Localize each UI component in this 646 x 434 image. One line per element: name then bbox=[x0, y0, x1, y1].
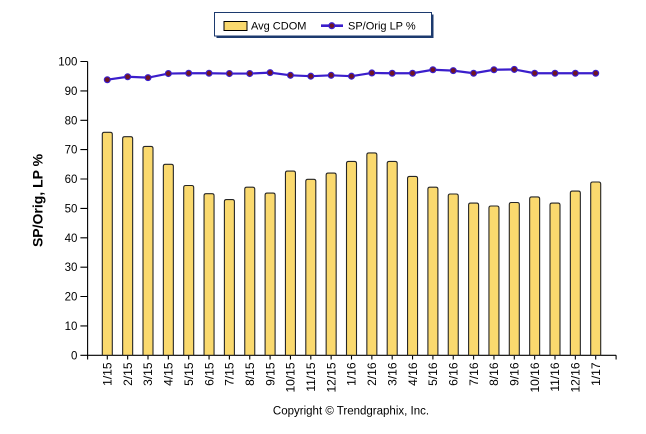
svg-text:12/15: 12/15 bbox=[324, 362, 338, 392]
svg-text:11/16: 11/16 bbox=[548, 362, 562, 391]
svg-text:10/15: 10/15 bbox=[284, 362, 298, 392]
svg-text:3/16: 3/16 bbox=[385, 362, 399, 386]
svg-text:7/16: 7/16 bbox=[467, 362, 481, 386]
svg-text:Copyright © Trendgraphix, Inc.: Copyright © Trendgraphix, Inc. bbox=[273, 406, 429, 418]
svg-text:2/16: 2/16 bbox=[365, 362, 379, 386]
svg-text:8/15: 8/15 bbox=[243, 362, 257, 386]
svg-text:4/15: 4/15 bbox=[162, 362, 176, 386]
svg-text:8/16: 8/16 bbox=[487, 362, 501, 386]
svg-text:80: 80 bbox=[65, 115, 78, 127]
svg-text:1/16: 1/16 bbox=[345, 362, 359, 386]
svg-text:6/16: 6/16 bbox=[446, 362, 460, 386]
svg-text:40: 40 bbox=[65, 233, 78, 245]
svg-text:3/15: 3/15 bbox=[141, 362, 155, 386]
svg-text:20: 20 bbox=[65, 292, 78, 304]
svg-text:4/16: 4/16 bbox=[406, 362, 420, 386]
svg-text:5/16: 5/16 bbox=[426, 362, 440, 386]
svg-text:50: 50 bbox=[65, 203, 78, 215]
svg-text:10/16: 10/16 bbox=[528, 362, 542, 392]
svg-text:90: 90 bbox=[65, 86, 78, 98]
svg-text:9/16: 9/16 bbox=[508, 362, 522, 386]
svg-text:9/15: 9/15 bbox=[263, 362, 277, 386]
svg-text:SP/Orig, LP %: SP/Orig, LP % bbox=[30, 153, 46, 247]
svg-text:60: 60 bbox=[65, 174, 78, 186]
svg-text:2/15: 2/15 bbox=[121, 362, 135, 386]
svg-text:0: 0 bbox=[71, 350, 77, 362]
svg-text:10: 10 bbox=[65, 321, 78, 333]
svg-text:70: 70 bbox=[65, 145, 78, 157]
svg-text:6/15: 6/15 bbox=[202, 362, 216, 386]
svg-text:5/15: 5/15 bbox=[182, 362, 196, 386]
svg-text:30: 30 bbox=[65, 262, 78, 274]
svg-text:1/17: 1/17 bbox=[589, 362, 603, 386]
svg-text:SP/Orig LP %: SP/Orig LP % bbox=[348, 21, 416, 33]
svg-text:7/15: 7/15 bbox=[223, 362, 237, 386]
svg-text:12/16: 12/16 bbox=[569, 362, 583, 392]
svg-text:1/15: 1/15 bbox=[101, 362, 115, 386]
svg-text:11/15: 11/15 bbox=[304, 362, 318, 391]
svg-text:100: 100 bbox=[58, 57, 77, 69]
svg-text:Avg CDOM: Avg CDOM bbox=[251, 21, 306, 33]
